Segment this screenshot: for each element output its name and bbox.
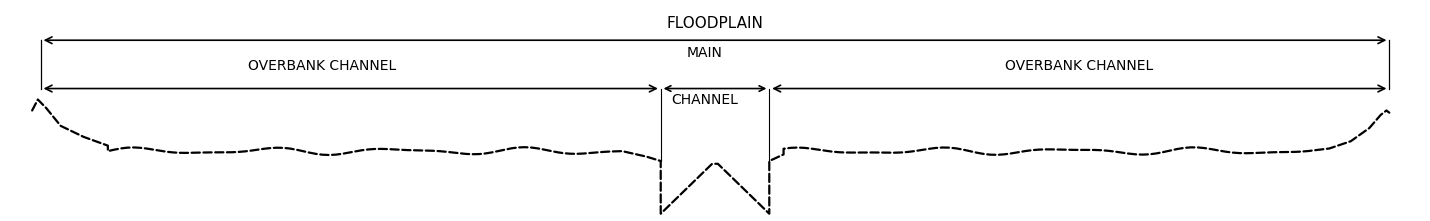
Text: OVERBANK CHANNEL: OVERBANK CHANNEL (1005, 59, 1154, 73)
Text: MAIN: MAIN (686, 46, 724, 60)
Text: CHANNEL: CHANNEL (672, 93, 738, 107)
Text: FLOODPLAIN: FLOODPLAIN (666, 16, 764, 31)
Text: OVERBANK CHANNEL: OVERBANK CHANNEL (247, 59, 396, 73)
